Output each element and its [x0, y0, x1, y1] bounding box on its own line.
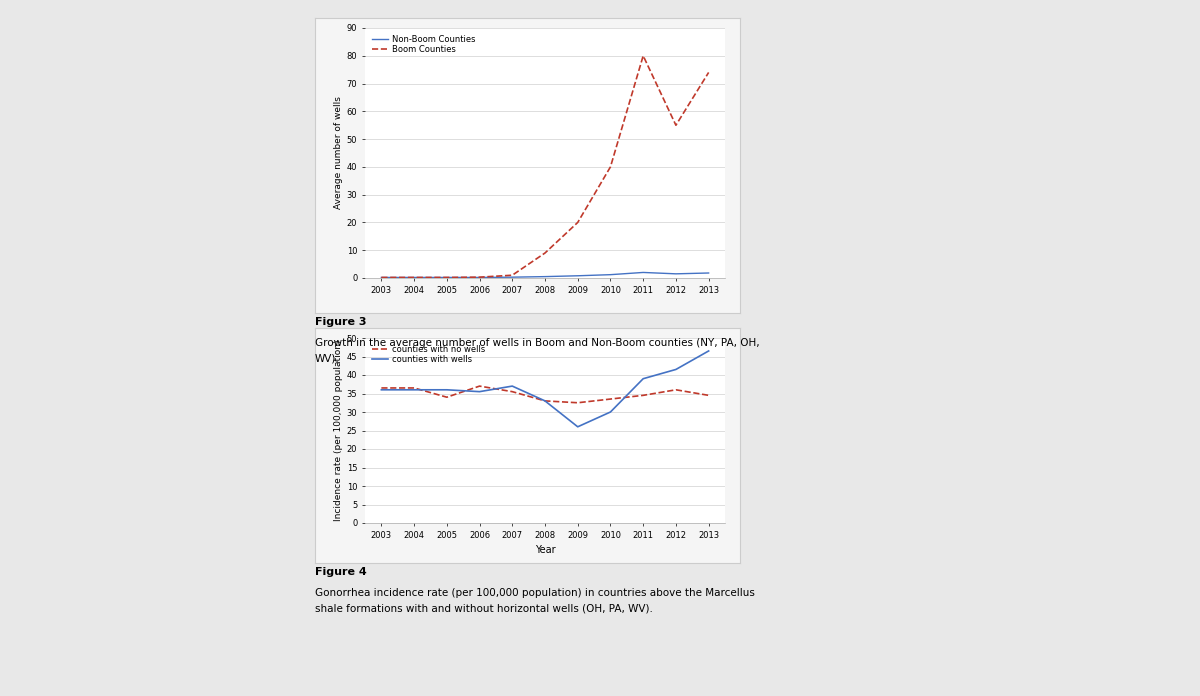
Text: Gonorrhea incidence rate (per 100,000 population) in countries above the Marcell: Gonorrhea incidence rate (per 100,000 po…: [314, 588, 755, 598]
Non-Boom Counties: [604, 271, 618, 279]
Line: counties with no wells: counties with no wells: [382, 386, 709, 403]
counties with wells: [570, 422, 584, 431]
Non-Boom Counties: [668, 269, 683, 278]
Non-Boom Counties: [439, 274, 454, 282]
counties with no wells: [374, 383, 389, 392]
Y-axis label: Incidence rate (per 100,000 population): Incidence rate (per 100,000 population): [334, 340, 342, 521]
Y-axis label: Average number of wells: Average number of wells: [334, 97, 342, 209]
Non-Boom Counties: [702, 269, 716, 277]
Legend: counties with no wells, counties with wells: counties with no wells, counties with we…: [370, 342, 488, 367]
Text: Figure 4: Figure 4: [314, 567, 367, 577]
Boom Counties: [374, 274, 389, 282]
counties with no wells: [407, 383, 421, 392]
Non-Boom Counties: [636, 268, 650, 276]
Boom Counties: [668, 121, 683, 129]
counties with no wells: [505, 388, 520, 396]
counties with wells: [636, 374, 650, 383]
Non-Boom Counties: [538, 272, 552, 280]
Text: Growth in the average number of wells in Boom and Non-Boom counties (NY, PA, OH,: Growth in the average number of wells in…: [314, 338, 760, 348]
counties with wells: [407, 386, 421, 394]
counties with wells: [668, 365, 683, 374]
counties with wells: [473, 388, 487, 396]
counties with no wells: [668, 386, 683, 394]
counties with no wells: [439, 393, 454, 402]
Boom Counties: [439, 274, 454, 282]
Line: Non-Boom Counties: Non-Boom Counties: [382, 272, 709, 278]
counties with wells: [374, 386, 389, 394]
Boom Counties: [702, 68, 716, 77]
counties with no wells: [473, 382, 487, 390]
Line: counties with wells: counties with wells: [382, 351, 709, 427]
Line: Boom Counties: Boom Counties: [382, 56, 709, 278]
counties with no wells: [538, 397, 552, 405]
Boom Counties: [636, 52, 650, 60]
Non-Boom Counties: [374, 274, 389, 282]
Text: Figure 3: Figure 3: [314, 317, 366, 327]
Non-Boom Counties: [407, 274, 421, 282]
counties with no wells: [570, 399, 584, 407]
Legend: Non-Boom Counties, Boom Counties: Non-Boom Counties, Boom Counties: [370, 32, 479, 57]
counties with no wells: [636, 391, 650, 400]
Boom Counties: [407, 274, 421, 282]
counties with wells: [439, 386, 454, 394]
counties with wells: [538, 397, 552, 405]
counties with no wells: [702, 391, 716, 400]
Non-Boom Counties: [570, 271, 584, 280]
Boom Counties: [538, 249, 552, 258]
Boom Counties: [570, 219, 584, 227]
Non-Boom Counties: [473, 274, 487, 282]
counties with no wells: [604, 395, 618, 403]
counties with wells: [505, 382, 520, 390]
Non-Boom Counties: [505, 273, 520, 281]
X-axis label: Year: Year: [535, 545, 556, 555]
Text: shale formations with and without horizontal wells (OH, PA, WV).: shale formations with and without horizo…: [314, 603, 653, 613]
Boom Counties: [604, 163, 618, 171]
Boom Counties: [473, 273, 487, 281]
counties with wells: [702, 347, 716, 355]
counties with wells: [604, 408, 618, 416]
Boom Counties: [505, 271, 520, 279]
Text: WV).: WV).: [314, 353, 340, 363]
